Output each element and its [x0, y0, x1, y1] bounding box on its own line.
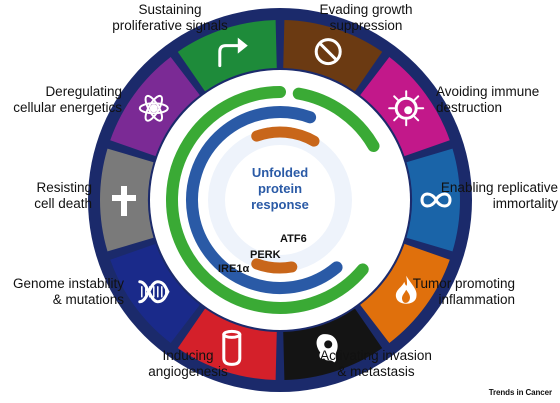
segment-avoiding-immune-destruction [360, 57, 450, 157]
sensor-ire1-arc-2 [292, 87, 380, 152]
sensor-ire1-arc [166, 86, 369, 314]
cross-icon [112, 186, 136, 216]
segment-genome-instability-mutations [110, 243, 200, 343]
label-genome-instability-mutations: Genome instability & mutations [12, 276, 124, 307]
label-tumor-promoting-inflammation: Tumor promoting inflammation [412, 276, 515, 307]
prohibition-icon [314, 38, 342, 66]
sensor-atf6-arc [251, 258, 298, 274]
label-inducing-angiogenesis: Inducing angiogenesis [148, 348, 228, 379]
label-enabling-replicative-immortality: Enabling replicative immortality [440, 180, 558, 211]
arrow-icon [218, 37, 248, 68]
segment-sustaining-proliferative-signals [177, 20, 277, 92]
vessel-icon [222, 329, 242, 366]
label-deregulating-cellular-energetics: Deregulating cellular energetics [13, 84, 122, 115]
label-resisting-cell-death: Resisting cell death [34, 180, 92, 211]
sensor-perk-label: PERK [250, 249, 281, 261]
center-core [225, 145, 335, 255]
unfolded-protein-response-label: Unfolded protein response [251, 165, 309, 212]
sensor-ire1-label: IRE1α [218, 263, 250, 275]
sensor-atf6-label: ATF6 [280, 233, 307, 245]
label-avoiding-immune-destruction: Avoiding immune destruction [436, 84, 540, 115]
segment-enabling-replicative-immortality [406, 148, 461, 252]
label-evading-growth-suppression: Evading growth suppression [319, 2, 413, 33]
label-sustaining-proliferative-signals: Sustaining proliferative signals [112, 2, 228, 33]
journal-brand: Trends in Cancer [488, 388, 552, 397]
segment-inducing-angiogenesis [177, 308, 277, 380]
invading-cell-icon [316, 334, 338, 363]
flame-icon [395, 275, 417, 304]
infinity-icon [420, 192, 452, 208]
sensor-perk-arc [186, 106, 343, 294]
label-activating-invasion-metastasis: Activating invasion & metastasis [320, 348, 432, 379]
pathogen-icon [388, 90, 425, 127]
atom-icon [138, 94, 169, 122]
sensor-atf6-arc-2 [251, 126, 320, 147]
dna-icon [138, 280, 170, 304]
